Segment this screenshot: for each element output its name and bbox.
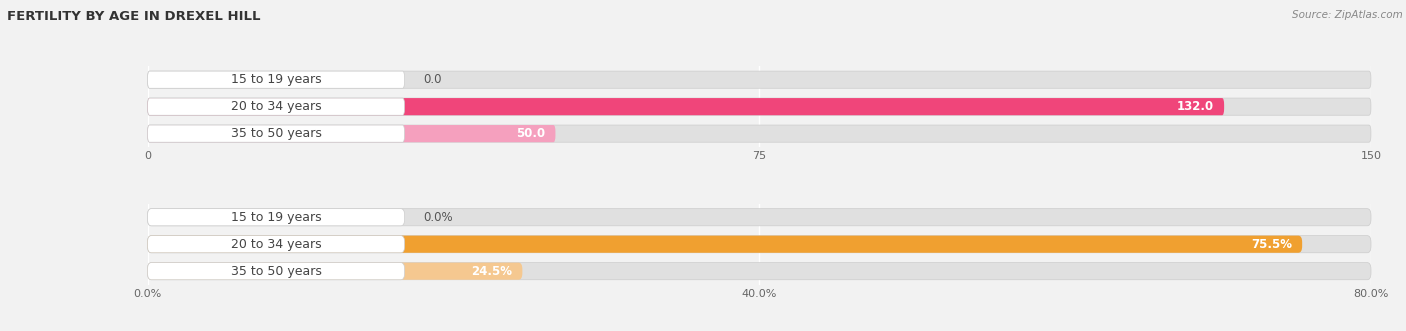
- Text: 15 to 19 years: 15 to 19 years: [231, 73, 322, 86]
- FancyBboxPatch shape: [148, 209, 405, 226]
- FancyBboxPatch shape: [148, 71, 405, 88]
- Text: FERTILITY BY AGE IN DREXEL HILL: FERTILITY BY AGE IN DREXEL HILL: [7, 10, 260, 23]
- Text: 132.0: 132.0: [1177, 100, 1215, 113]
- FancyBboxPatch shape: [148, 262, 523, 280]
- Text: 20 to 34 years: 20 to 34 years: [231, 238, 322, 251]
- Text: 0.0: 0.0: [423, 73, 441, 86]
- FancyBboxPatch shape: [148, 98, 1225, 115]
- Text: Source: ZipAtlas.com: Source: ZipAtlas.com: [1292, 10, 1403, 20]
- FancyBboxPatch shape: [148, 98, 405, 115]
- Text: 15 to 19 years: 15 to 19 years: [231, 211, 322, 224]
- Text: 50.0: 50.0: [516, 127, 546, 140]
- Text: 20 to 34 years: 20 to 34 years: [231, 100, 322, 113]
- FancyBboxPatch shape: [148, 262, 405, 280]
- FancyBboxPatch shape: [148, 125, 555, 142]
- FancyBboxPatch shape: [148, 71, 1371, 88]
- FancyBboxPatch shape: [148, 236, 405, 253]
- Text: 35 to 50 years: 35 to 50 years: [231, 127, 322, 140]
- Text: 24.5%: 24.5%: [471, 265, 512, 278]
- Text: 0.0%: 0.0%: [423, 211, 453, 224]
- FancyBboxPatch shape: [148, 209, 1371, 226]
- Text: 35 to 50 years: 35 to 50 years: [231, 265, 322, 278]
- FancyBboxPatch shape: [148, 262, 1371, 280]
- FancyBboxPatch shape: [148, 125, 405, 142]
- FancyBboxPatch shape: [148, 236, 1302, 253]
- FancyBboxPatch shape: [148, 236, 1371, 253]
- FancyBboxPatch shape: [148, 98, 1371, 115]
- FancyBboxPatch shape: [148, 125, 1371, 142]
- Text: 75.5%: 75.5%: [1251, 238, 1292, 251]
